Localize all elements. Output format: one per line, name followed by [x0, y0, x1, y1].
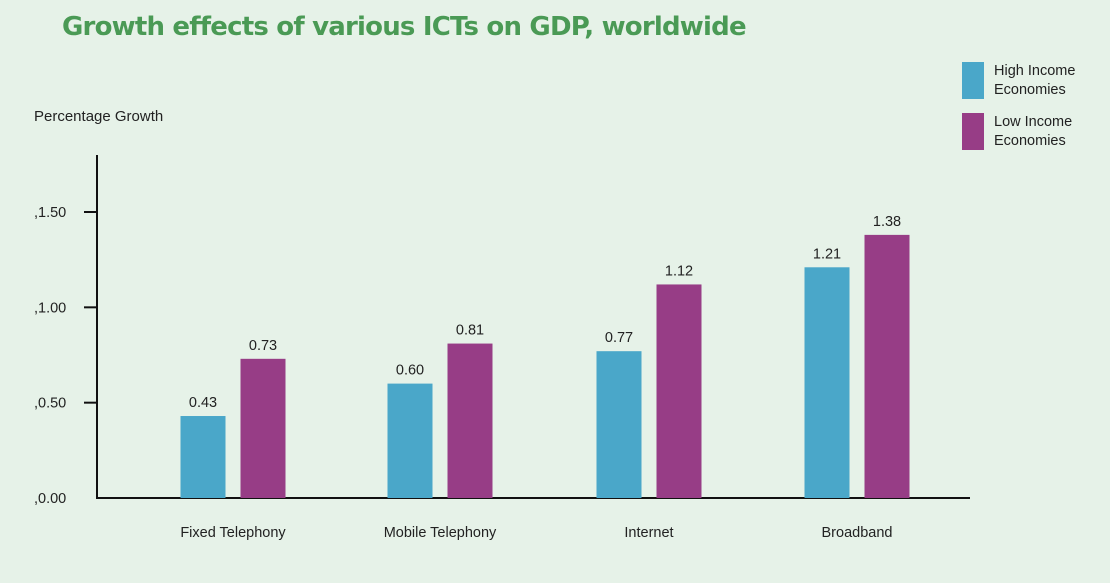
legend-label-high-income: High Income Economies — [994, 62, 1094, 100]
bar-low-income — [240, 358, 286, 498]
x-tick-label: Fixed Telephony — [180, 525, 286, 541]
bar-low-income — [864, 234, 910, 498]
bar-value-label: 0.73 — [249, 338, 277, 354]
legend-label-low-income-line2: Economies — [994, 133, 1066, 149]
y-tick-label: ,0.50 — [34, 396, 66, 412]
bar-value-label: 1.21 — [813, 246, 841, 262]
bar-high-income — [596, 351, 642, 498]
legend-swatch-low-income — [962, 113, 984, 150]
bar-low-income — [447, 343, 493, 498]
y-axis-label: Percentage Growth — [34, 108, 164, 125]
legend-item-high-income: High Income Economies — [962, 62, 1094, 100]
x-tick-label: Internet — [624, 525, 673, 541]
legend-label-low-income-line1: Low Income — [994, 114, 1073, 130]
legend-label-high-income-line1: High Income — [994, 63, 1076, 79]
bar-value-label: 1.38 — [873, 214, 901, 230]
bar-value-label: 0.43 — [189, 395, 217, 411]
x-tick-label: Broadband — [822, 525, 893, 541]
legend-label-low-income: Low Income Economies — [994, 113, 1094, 151]
y-tick-label: ,1.00 — [34, 300, 66, 316]
bar-high-income — [387, 383, 433, 498]
legend-item-low-income: Low Income Economies — [962, 113, 1094, 151]
bar-value-label: 0.77 — [605, 330, 633, 346]
bar-value-label: 0.60 — [396, 363, 424, 379]
bar-value-label: 0.81 — [456, 323, 484, 339]
bar-value-label: 1.12 — [665, 263, 693, 279]
x-tick-label: Mobile Telephony — [384, 525, 497, 541]
bar-high-income — [804, 267, 850, 498]
legend-swatch-high-income — [962, 62, 984, 99]
chart-title: Growth effects of various ICTs on GDP, w… — [62, 12, 747, 42]
y-tick-label: ,0.00 — [34, 491, 66, 507]
bar-low-income — [656, 284, 702, 498]
legend-label-high-income-line2: Economies — [994, 82, 1066, 98]
y-tick-label: ,1.50 — [34, 205, 66, 221]
bar-high-income — [180, 416, 226, 498]
legend: High Income Economies Low Income Economi… — [962, 62, 1094, 164]
